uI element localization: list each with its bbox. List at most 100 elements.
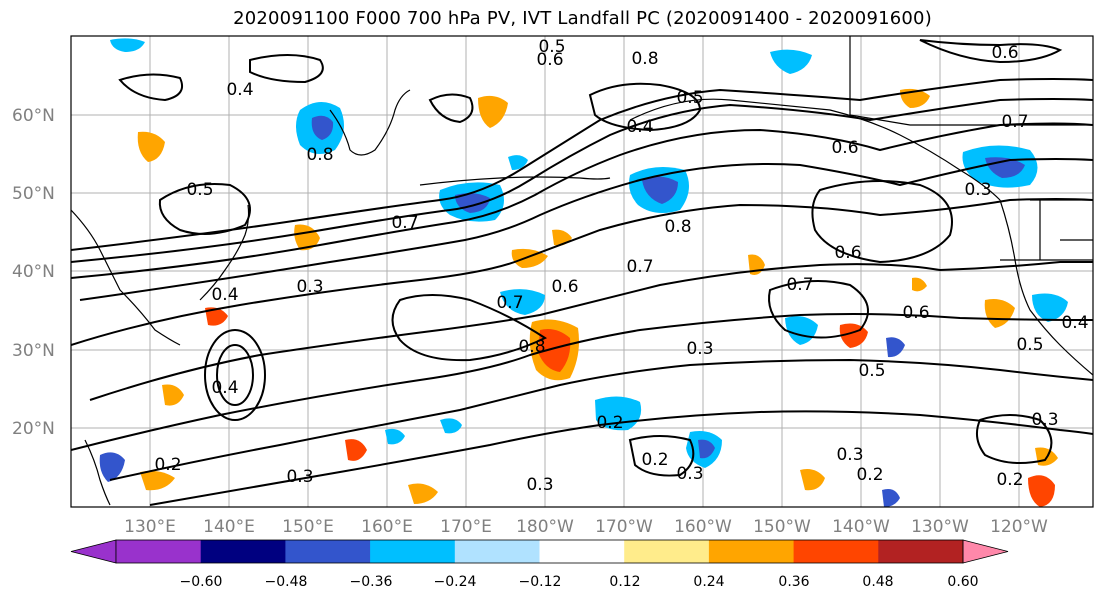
contour-label: 0.6 xyxy=(536,50,563,70)
colorbar-tick-label: −0.12 xyxy=(519,574,562,590)
contour-label: 0.4 xyxy=(626,117,653,137)
colorbar-tick-label: 0.24 xyxy=(693,574,724,590)
gridlines xyxy=(71,36,1093,507)
aleutian-chain xyxy=(419,176,611,186)
contour-label: 0.7 xyxy=(626,257,653,277)
pv-positive-patch xyxy=(1028,475,1055,507)
lon-label: 160°W xyxy=(674,517,732,537)
colorbar-tick-label: −0.48 xyxy=(265,574,308,590)
contour-label: 0.3 xyxy=(964,180,991,200)
lon-label: 170°W xyxy=(595,517,653,537)
pv-positive-patch xyxy=(538,329,571,372)
philippines-coastline xyxy=(84,439,111,506)
colorbar-extend-min xyxy=(70,539,117,564)
lon-label: 180°W xyxy=(516,517,574,537)
lat-label: 20°N xyxy=(12,419,55,439)
colorbar-segment xyxy=(454,540,540,563)
colorbar-tick-label: 0.12 xyxy=(609,574,640,590)
contour-label: 0.2 xyxy=(641,450,668,470)
pv-positive-patch xyxy=(408,483,438,504)
contour-label: 0.5 xyxy=(676,88,703,108)
pv-positive-patch xyxy=(912,277,927,292)
japan-coastline xyxy=(199,204,250,301)
pv-negative-patch xyxy=(99,452,125,482)
colorbar-ticks: −0.60 −0.48 −0.36 −0.24 −0.12 0.12 0.24 … xyxy=(180,574,979,590)
plot-frame xyxy=(70,35,1094,508)
lon-label: 130°E xyxy=(124,517,176,537)
lon-label: 170°E xyxy=(440,517,492,537)
contour-label: 0.5 xyxy=(538,37,565,57)
contour-label: 0.2 xyxy=(856,465,883,485)
colorbar-segment xyxy=(708,540,795,563)
lon-label: 140°E xyxy=(203,517,255,537)
lat-label: 50°N xyxy=(12,184,55,204)
pv-negative-patch xyxy=(311,115,334,140)
lon-label: 120°W xyxy=(990,517,1048,537)
contour-label: 0.2 xyxy=(996,470,1023,490)
contour-label: 0.5 xyxy=(186,180,213,200)
colorbar-tick-label: −0.36 xyxy=(350,574,393,590)
contour-label: 0.8 xyxy=(306,145,333,165)
colorbar-segment xyxy=(624,540,710,563)
pv-positive-patch xyxy=(800,469,825,491)
coastlines xyxy=(71,36,1093,506)
contour-label: 0.3 xyxy=(286,467,313,487)
kamchatka-coastline xyxy=(329,89,411,156)
colorbar-segment xyxy=(539,540,625,563)
colorbar-segment xyxy=(370,540,456,563)
contour-label: 0.6 xyxy=(834,243,861,263)
contour-label: 0.8 xyxy=(664,217,691,237)
pv-negative-patch xyxy=(698,439,715,459)
pv-positive-patch xyxy=(984,299,1015,328)
us-state-borders xyxy=(1000,199,1093,261)
pv-negative-patch xyxy=(110,38,145,52)
pv-negative-patch xyxy=(886,337,905,358)
contour-label: 0.4 xyxy=(211,285,238,305)
contour-label: 0.3 xyxy=(526,475,553,495)
pv-negative-patch xyxy=(385,428,405,445)
colorbar-tick-label: 0.48 xyxy=(862,574,893,590)
contour-label: 0.2 xyxy=(596,413,623,433)
contour-label: 0.8 xyxy=(518,337,545,357)
pv-positive-patch xyxy=(478,95,508,128)
contour-label: 0.3 xyxy=(1031,410,1058,430)
contour-label: 0.3 xyxy=(686,339,713,359)
pv-negative-patch xyxy=(1032,293,1068,322)
contour-label: 0.3 xyxy=(296,277,323,297)
colorbar-tick-label: 0.36 xyxy=(778,574,809,590)
alaska-coastline xyxy=(629,98,1001,201)
lat-label: 60°N xyxy=(12,106,55,126)
contour-label: 0.5 xyxy=(858,361,885,381)
contour-label: 0.2 xyxy=(154,455,181,475)
asia-coastline xyxy=(71,209,181,346)
pv-positive-patch xyxy=(137,131,165,162)
contour-label: 0.7 xyxy=(1001,112,1028,132)
colorbar-segment xyxy=(116,540,202,563)
contour-label: 0.3 xyxy=(676,464,703,484)
pv-positive-patch xyxy=(205,307,228,326)
contour-label: 0.7 xyxy=(496,293,523,313)
lat-labels: 60°N 50°N 40°N 30°N 20°N xyxy=(12,106,55,439)
lon-label: 160°E xyxy=(361,517,413,537)
pv-positive-patch xyxy=(140,470,175,491)
contour-label: 0.4 xyxy=(1061,313,1088,333)
pv-negative-patch xyxy=(500,289,545,315)
lat-label: 40°N xyxy=(12,262,55,282)
lat-label: 30°N xyxy=(12,341,55,361)
canada-border xyxy=(849,36,1093,126)
north-america-coastline xyxy=(999,199,1093,376)
lon-label: 150°W xyxy=(753,517,811,537)
contour-label: 0.4 xyxy=(211,378,238,398)
colorbar-frame xyxy=(115,539,964,564)
contour-label: 0.8 xyxy=(631,49,658,69)
colorbar-segment xyxy=(285,540,371,563)
colorbar-tick-label: 0.60 xyxy=(947,574,978,590)
contour-label: 0.4 xyxy=(226,80,253,100)
contour-label: 0.6 xyxy=(551,277,578,297)
pv-negative-patch xyxy=(882,489,900,507)
lon-labels: 130°E 140°E 150°E 160°E 170°E 180°W 170°… xyxy=(124,517,1048,537)
pv-negative-patch xyxy=(770,49,812,74)
pv-positive-patch xyxy=(900,88,930,108)
contour-label: 0.6 xyxy=(902,303,929,323)
